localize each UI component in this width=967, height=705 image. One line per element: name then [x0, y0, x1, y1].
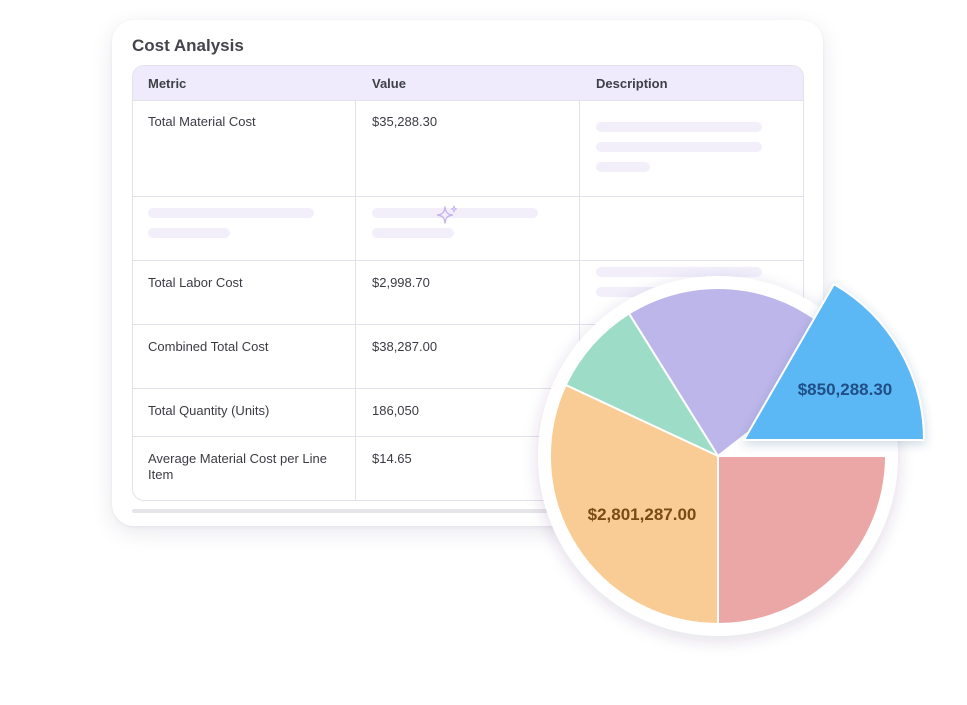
horizontal-scrollbar[interactable] — [132, 509, 802, 513]
row-value: $38,287.00 — [372, 339, 438, 354]
row-metric: Total Quantity (Units) — [148, 403, 270, 418]
description-placeholder — [596, 162, 650, 172]
table-row-loading[interactable] — [133, 196, 803, 261]
table-header: Metric Value Description — [133, 66, 803, 101]
pie-chart-svg: $850,288.30 $2,801,287.00 — [538, 276, 925, 636]
row-value: $35,288.30 — [372, 114, 438, 129]
pie-slice-blue[interactable] — [743, 283, 925, 441]
sparkle-icon — [436, 205, 458, 224]
table-row[interactable]: Total Material Cost $35,288.30 — [133, 100, 803, 196]
metric-placeholder — [148, 208, 314, 218]
pie-slice-red[interactable] — [717, 455, 887, 625]
row-metric: Total Labor Cost — [148, 275, 243, 290]
row-value: $14.65 — [372, 451, 412, 466]
column-divider — [355, 100, 356, 500]
header-description[interactable]: Description — [596, 76, 668, 91]
row-value: $2,998.70 — [372, 275, 430, 290]
description-placeholder — [596, 122, 762, 132]
blue-slice-label: $850,288.30 — [798, 380, 893, 399]
table-row[interactable]: Total Quantity (Units) 186,050 — [133, 388, 803, 437]
pie-slice-orange[interactable] — [548, 384, 719, 625]
cost-analysis-card: Cost Analysis Metric Value Description T… — [112, 20, 823, 526]
row-metric: Average Material Cost per Line Item — [148, 451, 327, 482]
header-metric[interactable]: Metric — [148, 76, 187, 91]
orange-slice-label: $2,801,287.00 — [588, 505, 697, 524]
table-row[interactable]: Average Material Cost per Line Item $14.… — [133, 436, 803, 500]
description-placeholder — [596, 267, 762, 277]
header-value[interactable]: Value — [372, 76, 406, 91]
table-row[interactable]: Combined Total Cost $38,287.00 — [133, 324, 803, 389]
column-divider — [579, 100, 580, 500]
row-metric: Combined Total Cost — [148, 339, 269, 354]
card-title: Cost Analysis — [132, 36, 244, 55]
pie-chart: $850,288.30 $2,801,287.00 — [527, 265, 925, 648]
row-metric: Total Material Cost — [148, 114, 256, 129]
description-placeholder — [596, 142, 762, 152]
row-value: 186,050 — [372, 403, 419, 418]
cost-table: Metric Value Description Total Material … — [132, 65, 804, 501]
value-placeholder — [372, 228, 454, 238]
value-placeholder — [372, 208, 538, 218]
pie-slice-green[interactable] — [564, 312, 719, 457]
metric-placeholder — [148, 228, 230, 238]
